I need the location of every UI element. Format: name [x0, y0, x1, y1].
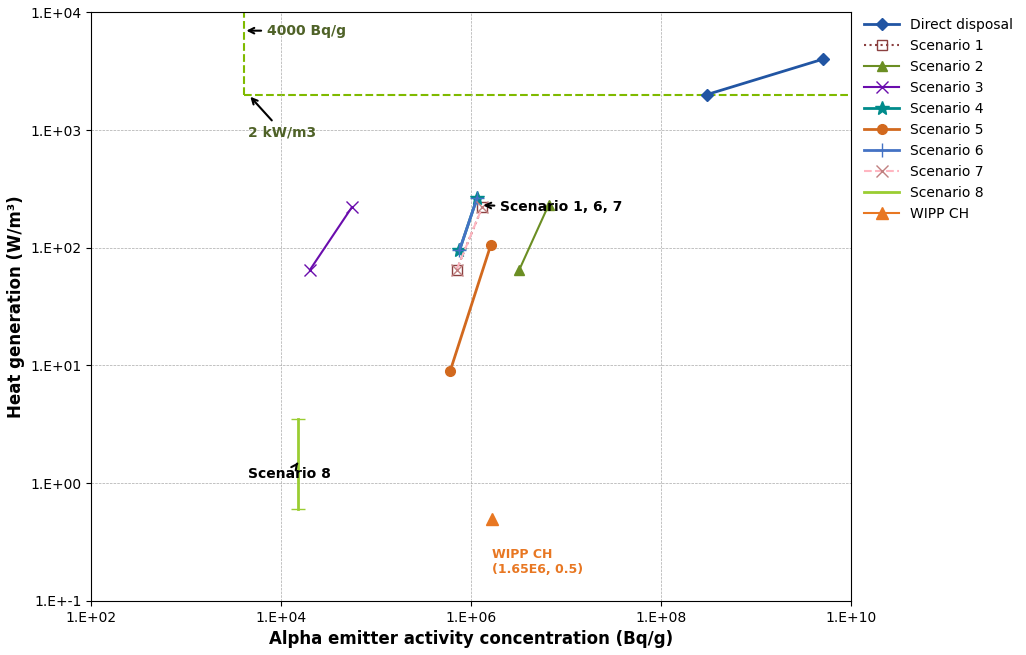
Y-axis label: Heat generation (W/m³): Heat generation (W/m³) [7, 195, 25, 418]
Text: Scenario 8: Scenario 8 [248, 464, 331, 481]
Text: 4000 Bq/g: 4000 Bq/g [248, 24, 346, 38]
Legend: Direct disposal, Scenario 1, Scenario 2, Scenario 3, Scenario 4, Scenario 5, Sce: Direct disposal, Scenario 1, Scenario 2,… [859, 12, 1019, 226]
Text: Scenario 1, 6, 7: Scenario 1, 6, 7 [485, 200, 623, 214]
X-axis label: Alpha emitter activity concentration (Bq/g): Alpha emitter activity concentration (Bq… [269, 630, 673, 648]
Text: WIPP CH
(1.65E6, 0.5): WIPP CH (1.65E6, 0.5) [492, 548, 583, 576]
Text: 2 kW/m3: 2 kW/m3 [248, 98, 317, 140]
